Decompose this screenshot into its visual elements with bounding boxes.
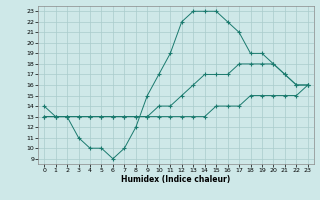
X-axis label: Humidex (Indice chaleur): Humidex (Indice chaleur) xyxy=(121,175,231,184)
